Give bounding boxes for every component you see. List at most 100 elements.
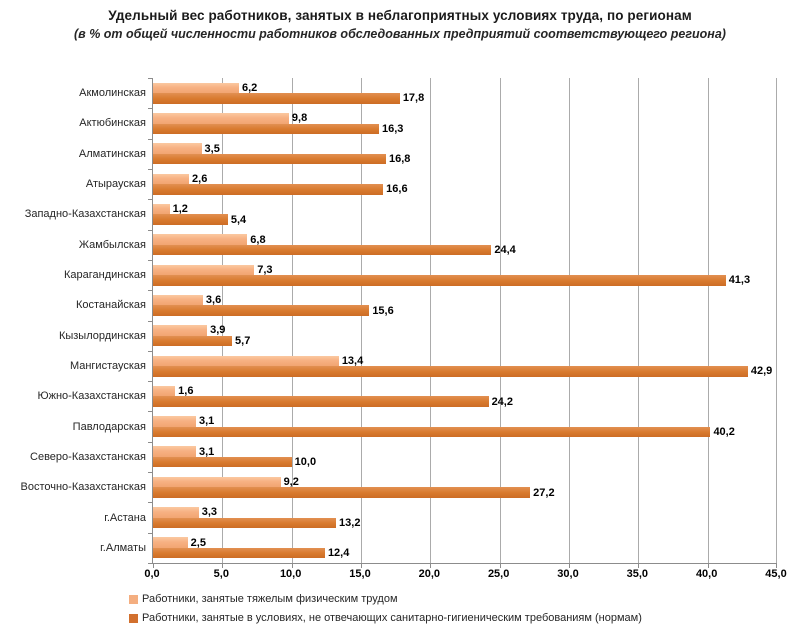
y-axis-tick: [148, 381, 152, 382]
legend: Работники, занятые тяжелым физическим тр…: [129, 593, 642, 631]
y-axis-tick: [148, 139, 152, 140]
bar-series1: [153, 416, 196, 427]
category-label: г.Астана: [104, 511, 146, 524]
chart-title: Удельный вес работников, занятых в небла…: [108, 8, 692, 23]
category-label: Южно-Казахстанская: [37, 390, 146, 403]
y-axis-tick: [148, 230, 152, 231]
bar-series1: [153, 385, 176, 397]
category-label: Актюбинская: [79, 117, 146, 130]
category-label: Северо-Казахстанская: [30, 450, 146, 463]
value-label: 24,2: [491, 395, 513, 408]
value-label: 2,6: [192, 172, 208, 185]
category-label: Павлодарская: [72, 420, 146, 433]
x-axis-labels: 0,0 5,0 10,0 15,0 20,0 25,0 30,0 35,0 40,0 45,0: [144, 568, 786, 582]
legend-item-series1: Работники, занятые тяжелым физическим тр…: [129, 593, 642, 605]
bar-series2: [153, 426, 711, 438]
y-axis-tick: [148, 442, 152, 443]
category-label: Восточно-Казахстанская: [20, 481, 146, 494]
x-axis-tick-label: 40,0: [695, 568, 718, 580]
bar-series2: [153, 366, 748, 377]
bar-series1: [153, 173, 190, 185]
category-label: Кызылординская: [58, 329, 146, 342]
bar-series1: [153, 476, 281, 488]
x-axis-tick: [707, 564, 709, 568]
bar-series1: [153, 203, 170, 215]
value-label: 13,2: [339, 516, 361, 529]
bar-series2: [153, 396, 489, 407]
x-axis-tick: [153, 564, 154, 568]
value-label: 15,6: [372, 304, 394, 317]
x-axis-tick-label: 10,0: [279, 568, 302, 580]
x-axis-tick-label: 20,0: [418, 568, 441, 580]
bar-series1: [153, 234, 248, 245]
gridline: [291, 78, 293, 563]
y-axis-tick: [148, 169, 152, 170]
value-label: 5,4: [230, 213, 247, 226]
value-label: 6,2: [241, 81, 258, 94]
x-axis-tick: [430, 564, 432, 568]
bar-series1: [153, 507, 199, 518]
x-axis-tick-label: 45,0: [765, 568, 787, 580]
x-axis-tick: [222, 564, 224, 568]
value-label: 16,8: [388, 153, 411, 166]
y-axis-tick: [148, 78, 152, 79]
y-axis-tick: [148, 351, 152, 352]
value-label: 17,8: [402, 92, 425, 105]
x-axis-tick-label: 30,0: [557, 568, 579, 580]
value-label: 2,5: [190, 536, 206, 549]
y-axis-tick: [148, 290, 152, 291]
value-label: 10,0: [294, 456, 317, 469]
x-axis-tick: [291, 564, 293, 568]
gridline: [499, 78, 501, 563]
y-axis-labels: Акмолинская Актюбинская Алматинская Атыраус…: [0, 78, 146, 563]
bar-series2: [153, 123, 380, 134]
category-label: Атырауская: [85, 178, 146, 191]
value-label: 13,4: [341, 354, 364, 367]
bar-series2: [153, 214, 228, 225]
value-label: 1,2: [172, 203, 188, 216]
x-axis-tick-label: 25,0: [487, 568, 510, 580]
x-axis-tick: [776, 564, 777, 568]
bar-series1: [153, 355, 339, 366]
plot-area: 6,2 17,8 9,8 16,3 3,5 16,8 2,6 16,6 1,2 5,4 6,8 24,…: [148, 78, 777, 568]
value-label: 3,1: [198, 415, 215, 428]
value-label: 3,3: [201, 506, 218, 519]
bar-series2: [153, 456, 292, 468]
bar-series1: [153, 264, 255, 276]
value-label: 9,2: [283, 476, 299, 488]
category-label: Западно-Казахстанская: [24, 208, 146, 221]
chart-subtitle: (в % от общей численности работников обс…: [74, 27, 726, 41]
bar-series2: [153, 153, 386, 165]
value-label: 1,6: [178, 385, 194, 398]
gridline: [638, 78, 640, 563]
x-axis-tick: [361, 564, 362, 568]
y-axis-tick: [148, 502, 152, 503]
bar-series1: [153, 537, 188, 548]
value-label: 3,1: [198, 445, 215, 458]
bar-series2: [153, 517, 337, 529]
x-axis-tick: [499, 564, 501, 568]
value-label: 42,9: [750, 365, 773, 378]
x-axis-tick: [638, 564, 640, 568]
gridline: [361, 78, 362, 563]
x-axis-tick: [569, 564, 570, 568]
value-label: 41,3: [728, 274, 751, 287]
category-label: Карагандинская: [64, 269, 146, 282]
category-label: Мангистауская: [69, 359, 146, 372]
category-label: г.Алматы: [100, 541, 146, 554]
y-axis-tick: [148, 199, 152, 200]
x-axis-tick-label: 35,0: [626, 568, 649, 580]
bar-series1: [153, 325, 208, 336]
bar-series2: [153, 547, 325, 559]
value-label: 16,6: [386, 183, 408, 196]
value-label: 7,3: [257, 263, 273, 276]
bar-series2: [153, 184, 384, 195]
y-axis-tick: [148, 108, 152, 109]
gridline: [222, 78, 224, 563]
value-label: 5,7: [235, 334, 251, 347]
legend-marker-dark-icon: [129, 613, 138, 623]
value-label: 12,4: [327, 547, 350, 560]
category-label: Алматинская: [78, 147, 146, 160]
bar-series1: [153, 113, 289, 124]
